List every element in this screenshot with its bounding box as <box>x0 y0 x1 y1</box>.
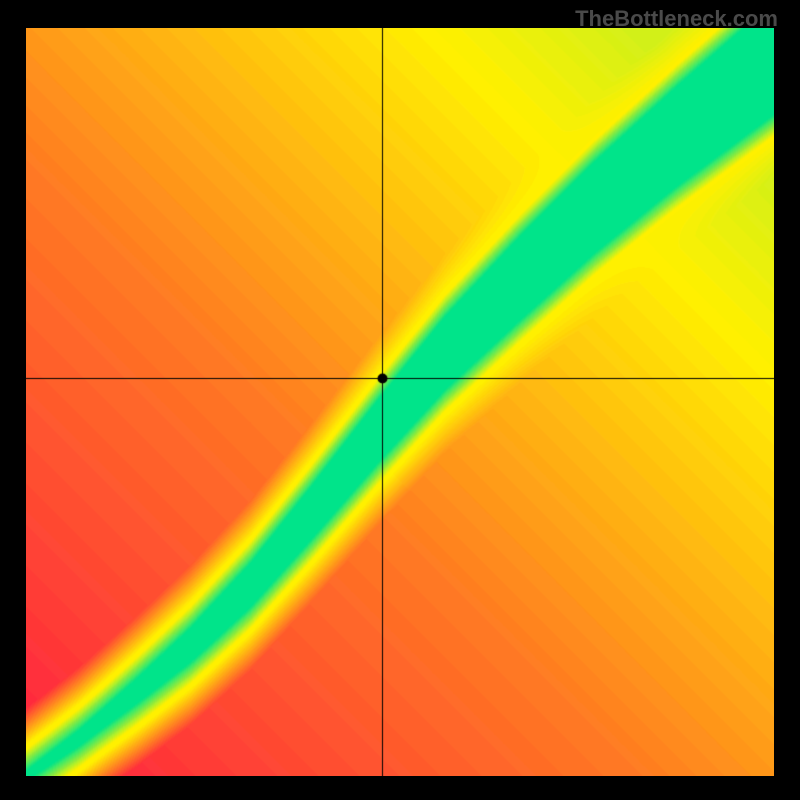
heatmap-plot <box>26 28 774 776</box>
chart-container: TheBottleneck.com <box>0 0 800 800</box>
heatmap-canvas <box>26 28 774 776</box>
watermark-text: TheBottleneck.com <box>575 6 778 32</box>
